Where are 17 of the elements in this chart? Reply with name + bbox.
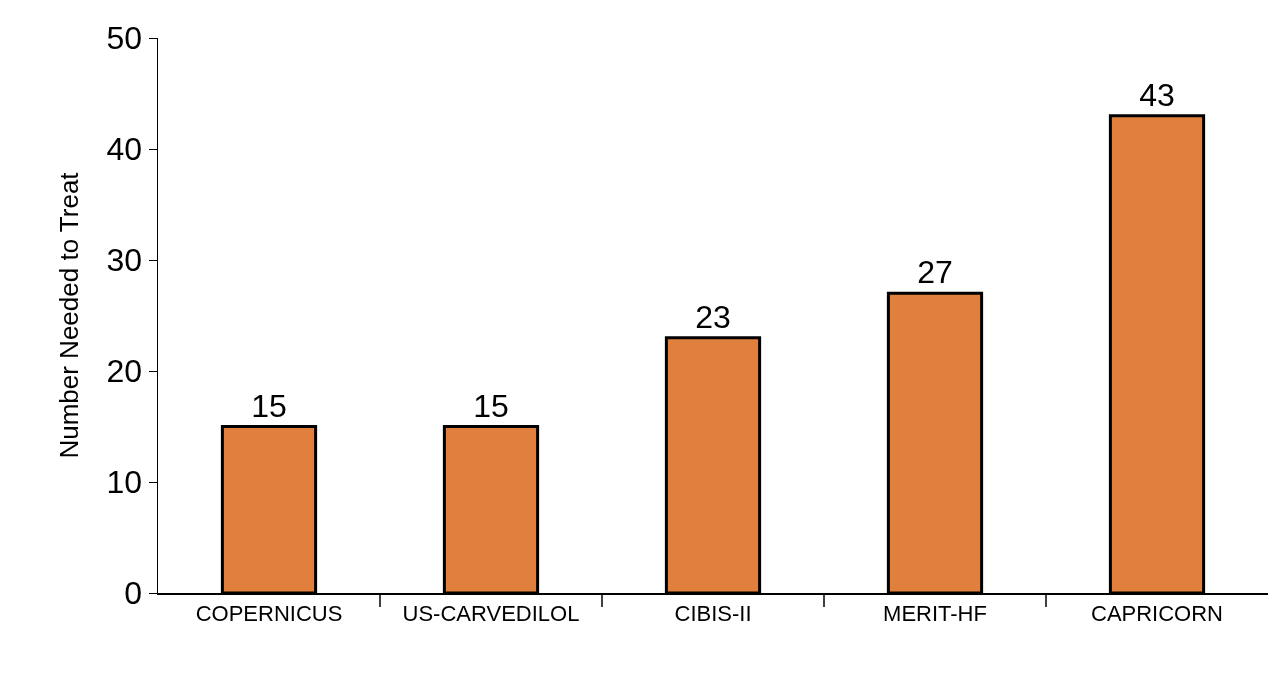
y-axis-title: Number Needed to Treat <box>54 171 85 459</box>
y-tick-label: 20 <box>106 353 143 390</box>
x-tick-label: CAPRICORN <box>1090 600 1224 626</box>
y-tick-label: 30 <box>106 242 143 279</box>
x-tick-label: MERIT-HF <box>883 600 987 626</box>
y-tick-label: 40 <box>106 131 143 168</box>
x-tick-label: CIBIS-II <box>674 600 752 626</box>
y-tick-label: 0 <box>124 575 143 612</box>
data-label: 15 <box>473 387 509 424</box>
x-tick-label: US-CARVEDILOL <box>402 600 580 626</box>
y-tick-label: 50 <box>106 20 143 57</box>
data-label: 43 <box>1139 76 1175 113</box>
y-tick-label: 10 <box>106 464 143 501</box>
x-tick-label: COPERNICUS <box>195 600 343 626</box>
data-label: 27 <box>917 254 953 291</box>
data-label: 15 <box>251 387 287 424</box>
data-label: 23 <box>695 298 731 335</box>
